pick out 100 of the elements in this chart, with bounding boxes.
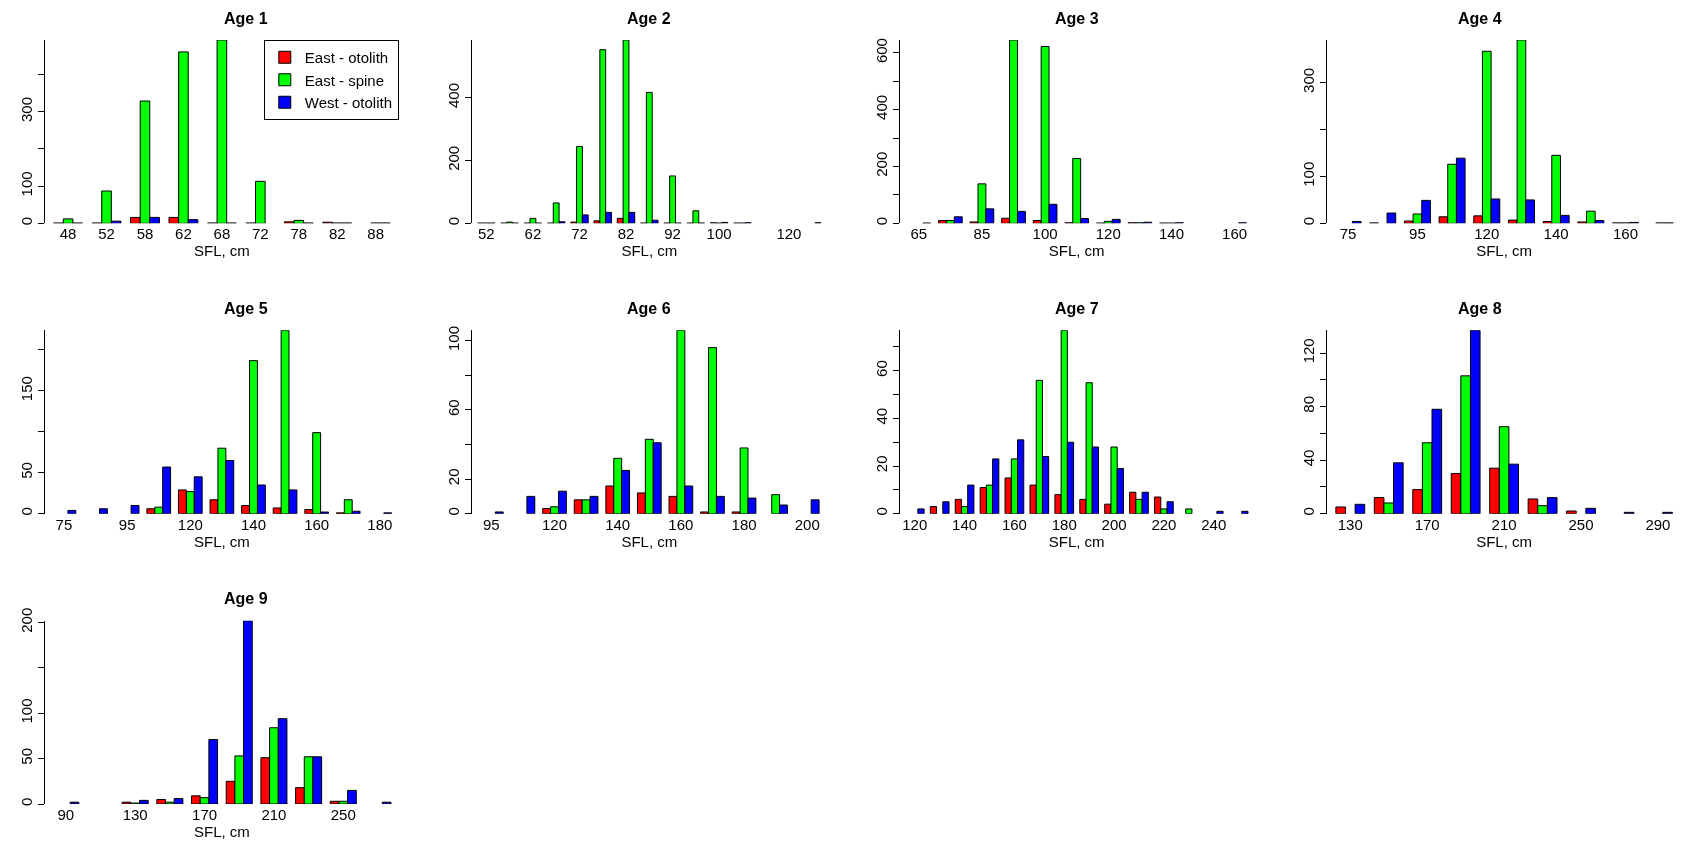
y-tick-label: 100 bbox=[1300, 161, 1318, 187]
x-tick-label: 82 bbox=[328, 225, 346, 243]
bar bbox=[526, 495, 536, 514]
y-tick-label: 0 bbox=[445, 507, 463, 516]
x-tick-label: 85 bbox=[973, 225, 991, 243]
chart-title: Age 4 bbox=[1458, 10, 1502, 27]
x-tick-label: 210 bbox=[1491, 515, 1517, 533]
bar bbox=[1566, 510, 1577, 514]
x-axis-title: SFL, cm bbox=[193, 532, 250, 550]
x-tick-label: 120 bbox=[177, 515, 203, 533]
x-tick-label: 140 bbox=[952, 515, 978, 533]
y-tick-label: 100 bbox=[445, 325, 463, 351]
x-tick-label: 130 bbox=[122, 806, 148, 823]
x-tick-label: 200 bbox=[794, 515, 820, 533]
x-tick-label: 180 bbox=[367, 515, 393, 533]
y-tick-label: 0 bbox=[18, 216, 35, 226]
x-tick-label: 140 bbox=[1543, 225, 1569, 243]
y-tick-label: 80 bbox=[1300, 396, 1318, 413]
x-tick-label: 140 bbox=[605, 515, 631, 533]
x-tick-label: 100 bbox=[1032, 225, 1058, 243]
bar bbox=[917, 508, 925, 514]
x-tick-label: 130 bbox=[1337, 515, 1363, 533]
x-tick-label: 62 bbox=[175, 225, 192, 243]
x-tick-label: 140 bbox=[1158, 225, 1184, 243]
x-tick-label: 220 bbox=[1151, 515, 1177, 533]
y-tick-label: 200 bbox=[872, 151, 890, 177]
y-tick-label: 60 bbox=[445, 399, 463, 416]
x-tick-label: 120 bbox=[776, 225, 802, 243]
x-tick-label: 160 bbox=[1612, 225, 1639, 243]
bar bbox=[1354, 503, 1366, 514]
y-tick-label: 0 bbox=[18, 507, 35, 516]
x-tick-label: 75 bbox=[1339, 225, 1357, 243]
x-tick-label: 95 bbox=[483, 515, 500, 533]
x-tick-label: 58 bbox=[136, 225, 154, 243]
y-tick-label: 0 bbox=[1300, 216, 1318, 226]
y-tick-label: 50 bbox=[18, 748, 35, 765]
bar bbox=[130, 504, 140, 514]
x-tick-label: 68 bbox=[213, 225, 231, 243]
bar bbox=[1386, 212, 1397, 224]
x-tick-label: 90 bbox=[57, 806, 75, 823]
bar bbox=[98, 508, 108, 514]
bar bbox=[1154, 496, 1162, 514]
x-tick-label: 52 bbox=[98, 225, 115, 243]
legend-label: East - otolith bbox=[304, 49, 389, 67]
x-tick-label: 72 bbox=[252, 225, 269, 243]
x-tick-label: 48 bbox=[59, 225, 77, 243]
x-tick-label: 250 bbox=[330, 806, 356, 823]
y-tick-label: 100 bbox=[18, 171, 35, 197]
chart-title: Age 9 bbox=[224, 590, 268, 607]
chart-title: Age 8 bbox=[1458, 300, 1502, 317]
y-tick-label: 0 bbox=[1300, 507, 1318, 516]
y-tick-label: 400 bbox=[872, 94, 890, 120]
bar bbox=[1335, 506, 1346, 514]
x-tick-label: 78 bbox=[290, 225, 308, 243]
x-tick-label: 100 bbox=[706, 225, 732, 243]
y-tick-label: 200 bbox=[18, 607, 35, 633]
x-tick-label: 75 bbox=[55, 515, 73, 533]
y-tick-label: 400 bbox=[445, 83, 463, 109]
x-axis-title: SFL, cm bbox=[1048, 532, 1105, 550]
y-tick-label: 40 bbox=[1300, 449, 1318, 467]
x-tick-label: 95 bbox=[1409, 225, 1426, 243]
x-tick-label: 65 bbox=[910, 225, 928, 243]
x-tick-label: 240 bbox=[1201, 515, 1227, 533]
x-tick-label: 52 bbox=[478, 225, 495, 243]
y-tick-label: 20 bbox=[872, 455, 890, 473]
y-tick-label: 120 bbox=[1300, 338, 1318, 364]
x-tick-label: 180 bbox=[731, 515, 757, 533]
y-tick-label: 150 bbox=[18, 376, 35, 402]
bar bbox=[942, 501, 950, 514]
x-tick-label: 62 bbox=[524, 225, 542, 243]
x-tick-label: 160 bbox=[304, 515, 330, 533]
x-tick-label: 170 bbox=[192, 806, 218, 823]
x-tick-label: 210 bbox=[261, 806, 287, 823]
y-tick-label: 0 bbox=[445, 216, 463, 226]
x-tick-label: 82 bbox=[617, 225, 635, 243]
x-axis-title: SFL, cm bbox=[1476, 242, 1533, 260]
chart-title: Age 2 bbox=[627, 10, 671, 27]
y-tick-label: 0 bbox=[872, 216, 890, 226]
x-tick-label: 120 bbox=[1095, 225, 1121, 243]
x-tick-label: 160 bbox=[668, 515, 694, 533]
y-tick-label: 300 bbox=[1300, 67, 1318, 93]
x-tick-label: 160 bbox=[1001, 515, 1027, 533]
x-tick-label: 92 bbox=[664, 225, 681, 243]
chart-title: Age 6 bbox=[627, 300, 671, 317]
x-axis-title: SFL, cm bbox=[621, 242, 678, 260]
x-axis-title: SFL, cm bbox=[193, 823, 250, 840]
y-tick-label: 100 bbox=[18, 698, 35, 724]
y-tick-label: 20 bbox=[445, 468, 463, 486]
x-tick-label: 120 bbox=[902, 515, 928, 533]
x-axis-title: SFL, cm bbox=[1476, 532, 1533, 550]
x-tick-label: 140 bbox=[240, 515, 266, 533]
legend-label: West - otolith bbox=[304, 94, 393, 112]
y-tick-label: 0 bbox=[18, 797, 35, 806]
bar bbox=[810, 499, 820, 514]
x-tick-label: 72 bbox=[571, 225, 588, 243]
x-axis-title: SFL, cm bbox=[621, 532, 678, 550]
legend-label: East - spine bbox=[304, 71, 384, 89]
chart-title: Age 3 bbox=[1055, 10, 1099, 27]
x-tick-label: 170 bbox=[1414, 515, 1440, 533]
y-tick-label: 0 bbox=[872, 507, 890, 516]
